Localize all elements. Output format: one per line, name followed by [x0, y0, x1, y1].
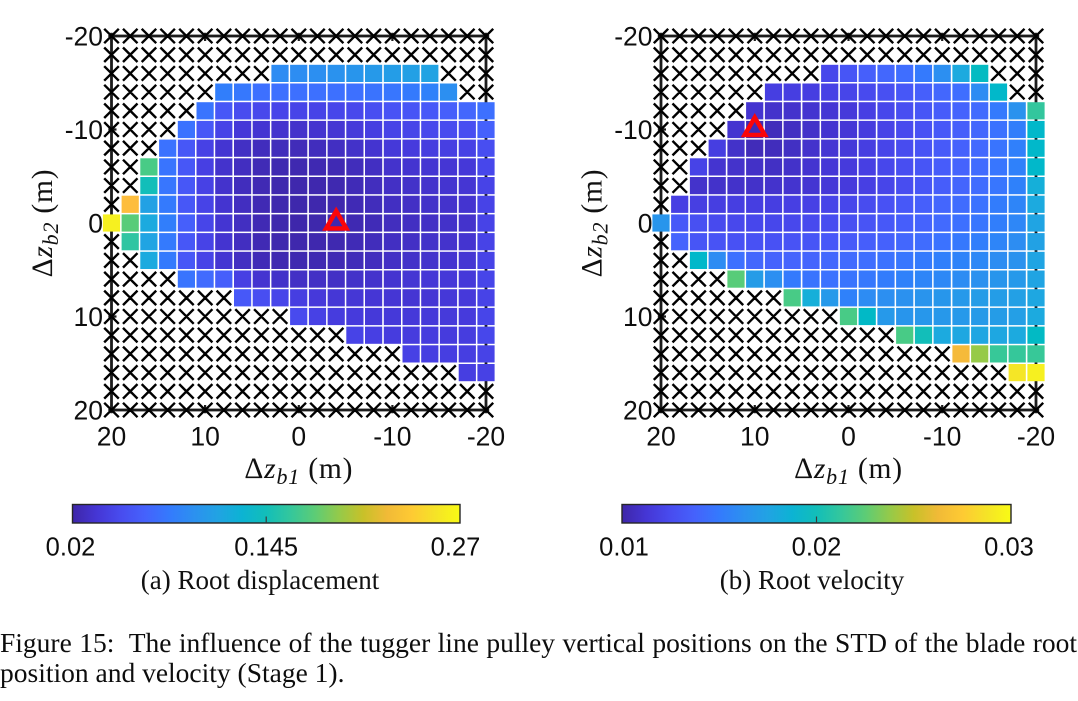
svg-text:0.02: 0.02 [46, 534, 96, 562]
svg-text:0.01: 0.01 [599, 534, 649, 562]
svg-text:0: 0 [291, 422, 306, 452]
svg-text:(b) Root velocity: (b) Root velocity [720, 565, 905, 595]
svg-text:-20: -20 [65, 22, 103, 52]
svg-text:20: 20 [97, 422, 126, 452]
svg-text:0: 0 [88, 209, 103, 239]
svg-text:10: 10 [740, 422, 769, 452]
svg-text:20: 20 [623, 396, 652, 426]
svg-text:10: 10 [74, 302, 103, 332]
svg-text:-10: -10 [65, 115, 103, 145]
svg-text:-10: -10 [373, 422, 411, 452]
svg-text:0: 0 [638, 209, 653, 239]
svg-text:Δzb2 (m): Δzb2 (m) [27, 169, 63, 278]
svg-text:10: 10 [623, 302, 652, 332]
svg-text:Δzb1 (m): Δzb1 (m) [244, 453, 353, 489]
svg-text:20: 20 [74, 396, 103, 426]
svg-text:0: 0 [841, 422, 856, 452]
svg-text:-20: -20 [1017, 422, 1055, 452]
svg-text:0.03: 0.03 [984, 534, 1034, 562]
svg-text:0.02: 0.02 [792, 534, 842, 562]
svg-text:(a) Root displacement: (a) Root displacement [141, 565, 380, 595]
svg-text:-20: -20 [614, 22, 652, 52]
svg-text:Δzb2 (m): Δzb2 (m) [577, 169, 613, 278]
svg-text:Δzb1 (m): Δzb1 (m) [794, 453, 903, 489]
svg-text:20: 20 [646, 422, 675, 452]
svg-text:0.27: 0.27 [431, 534, 481, 562]
svg-text:-10: -10 [614, 115, 652, 145]
svg-text:-20: -20 [467, 422, 505, 452]
svg-text:10: 10 [190, 422, 219, 452]
svg-text:0.145: 0.145 [234, 534, 298, 562]
svg-text:-10: -10 [923, 422, 961, 452]
